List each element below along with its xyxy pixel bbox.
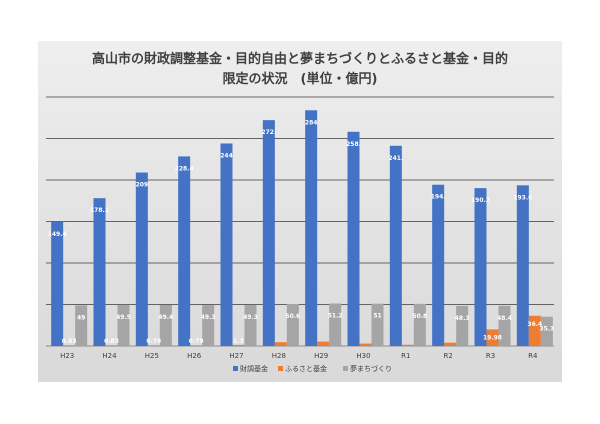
legend-label: ふるさと基金 bbox=[285, 364, 327, 373]
data-label: 49.5 bbox=[116, 314, 131, 321]
data-label: 49 bbox=[77, 314, 85, 321]
data-label: 244 bbox=[220, 152, 233, 159]
bar-財調基金-H26 bbox=[178, 156, 191, 346]
data-label: 241. bbox=[388, 155, 403, 162]
bar-財調基金-H25 bbox=[135, 172, 148, 346]
legend-label: 夢まちづくり bbox=[350, 364, 392, 373]
bar-財調基金-R4 bbox=[516, 185, 529, 346]
data-label: 50.8 bbox=[412, 313, 427, 320]
x-tick-label: H28 bbox=[272, 352, 286, 360]
legend-swatch bbox=[278, 366, 283, 371]
data-label: 194. bbox=[431, 194, 446, 201]
legend-swatch bbox=[233, 366, 238, 371]
data-label: 193.6 bbox=[513, 194, 532, 201]
bar-財調基金-H30 bbox=[347, 131, 360, 346]
bar-chart: 高山市の財政調整基金・目的自由と夢まちづくりとふるさと基金・目的 限定の状況 (… bbox=[46, 51, 555, 373]
data-label: 49.4 bbox=[158, 314, 173, 321]
x-tick-label: H30 bbox=[356, 352, 370, 360]
data-label: 48.3 bbox=[455, 315, 470, 322]
bar-ふるさと基金-H28 bbox=[274, 342, 287, 346]
x-tick-label: R4 bbox=[528, 352, 538, 360]
data-label: 209 bbox=[136, 182, 149, 189]
data-label: 228.4 bbox=[175, 165, 194, 172]
gridlines bbox=[46, 96, 554, 347]
data-label: 48.4 bbox=[497, 315, 512, 322]
bar-ふるさと基金-R4 bbox=[528, 315, 541, 346]
data-label: 178.1 bbox=[90, 207, 109, 214]
chart-title-line-1: 高山市の財政調整基金・目的自由と夢まちづくりとふるさと基金・目的 bbox=[92, 51, 508, 67]
data-label: 284 bbox=[305, 119, 318, 126]
bar-財調基金-R1 bbox=[389, 145, 402, 346]
x-tick-label: H25 bbox=[145, 352, 159, 360]
x-tick-label: H26 bbox=[187, 352, 202, 360]
bar-財調基金-R2 bbox=[432, 184, 445, 346]
bars bbox=[51, 110, 553, 346]
data-label: 190.2 bbox=[471, 197, 490, 204]
bar-夢まちづくり-H24 bbox=[117, 304, 130, 346]
data-label: 258. bbox=[346, 141, 361, 148]
legend-swatch bbox=[343, 366, 348, 371]
bar-ふるさと基金-R3 bbox=[486, 329, 499, 346]
data-label: 36.4 bbox=[527, 321, 542, 328]
x-tick-label: H24 bbox=[102, 352, 117, 360]
bar-ふるさと基金-H30 bbox=[359, 343, 372, 346]
data-label: 51 bbox=[373, 313, 381, 320]
data-label: 0.83 bbox=[62, 338, 77, 345]
bar-財調基金-H28 bbox=[262, 120, 275, 346]
x-tick-label: H29 bbox=[314, 352, 328, 360]
data-label: 149.4 bbox=[48, 231, 67, 238]
bar-財調基金-H24 bbox=[93, 198, 106, 346]
data-label: 0.79 bbox=[189, 338, 204, 345]
data-label: 49.3 bbox=[243, 314, 258, 321]
data-label: 272. bbox=[261, 129, 276, 136]
legend-label: 財調基金 bbox=[240, 364, 268, 373]
data-labels: 149.4 178.1 209 228.4 244 272. 284 258. 241. 194.… bbox=[48, 119, 555, 345]
bar-夢まちづくり-R1 bbox=[413, 303, 426, 346]
bar-夢まちづくり-H28 bbox=[286, 304, 299, 346]
bar-夢まちづくり-H23 bbox=[75, 305, 88, 346]
bar-財調基金-H23 bbox=[51, 221, 64, 346]
data-label: 1.3 bbox=[233, 338, 244, 345]
x-axis-tick-labels: H23 H24 H25 H26 H27 H28 H29 H30 R1 R2 R3 R4 bbox=[60, 352, 538, 360]
chart-title-line-2: 限定の状況 (単位・億円) bbox=[223, 71, 378, 87]
bar-ふるさと基金-H24 bbox=[105, 345, 118, 346]
bar-ふるさと基金-H29 bbox=[317, 341, 330, 346]
bar-夢まちづくり-H26 bbox=[202, 305, 215, 346]
data-label: 19.98 bbox=[483, 334, 502, 341]
legend: 財調基金 ふるさと基金 夢まちづくり bbox=[233, 364, 392, 373]
data-label: 0.83 bbox=[104, 338, 119, 345]
bar-夢まちづくり-H25 bbox=[159, 304, 172, 346]
bar-ふるさと基金-H26 bbox=[190, 345, 203, 346]
bar-ふるさと基金-H23 bbox=[63, 345, 76, 346]
bar-夢まちづくり-H29 bbox=[329, 303, 342, 346]
bar-財調基金-H27 bbox=[220, 143, 233, 346]
x-tick-label: R3 bbox=[486, 352, 495, 360]
bar-夢まちづくり-H30 bbox=[371, 303, 384, 346]
x-tick-label: H23 bbox=[60, 352, 74, 360]
data-label: 49.3 bbox=[201, 314, 216, 321]
x-tick-label: R1 bbox=[401, 352, 410, 360]
bar-ふるさと基金-R1 bbox=[401, 344, 414, 346]
bar-夢まちづくり-R3 bbox=[498, 305, 511, 346]
bar-夢まちづくり-R2 bbox=[456, 305, 469, 346]
bar-ふるさと基金-H25 bbox=[147, 345, 160, 346]
bar-ふるさと基金-H27 bbox=[232, 344, 245, 346]
bar-財調基金-R3 bbox=[474, 188, 487, 346]
x-tick-label: R2 bbox=[444, 352, 453, 360]
bar-夢まちづくり-R4 bbox=[540, 316, 553, 346]
data-label: 0.79 bbox=[146, 338, 161, 345]
bar-夢まちづくり-H27 bbox=[244, 305, 257, 346]
chart-panel: 高山市の財政調整基金・目的自由と夢まちづくりとふるさと基金・目的 限定の状況 (… bbox=[38, 41, 562, 382]
data-label: 35.3 bbox=[539, 326, 554, 333]
bar-ふるさと基金-R2 bbox=[444, 342, 457, 346]
data-label: 50.6 bbox=[285, 313, 300, 320]
data-label: 51.2 bbox=[328, 313, 343, 320]
x-tick-label: H27 bbox=[229, 352, 243, 360]
bar-財調基金-H29 bbox=[305, 110, 318, 346]
